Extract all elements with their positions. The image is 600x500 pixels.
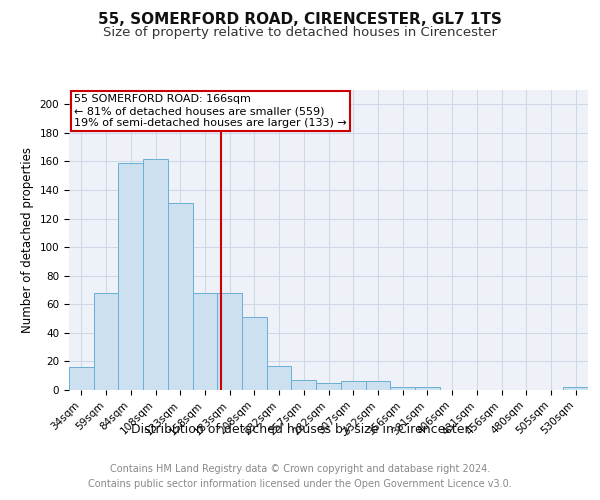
Y-axis label: Number of detached properties: Number of detached properties bbox=[21, 147, 34, 333]
Text: Contains public sector information licensed under the Open Government Licence v3: Contains public sector information licen… bbox=[88, 479, 512, 489]
Bar bbox=[316, 383, 341, 390]
Text: 55 SOMERFORD ROAD: 166sqm
← 81% of detached houses are smaller (559)
19% of semi: 55 SOMERFORD ROAD: 166sqm ← 81% of detac… bbox=[74, 94, 347, 128]
Text: Contains HM Land Registry data © Crown copyright and database right 2024.: Contains HM Land Registry data © Crown c… bbox=[110, 464, 490, 474]
Bar bbox=[365, 382, 390, 390]
Bar bbox=[118, 163, 143, 390]
Text: Size of property relative to detached houses in Cirencester: Size of property relative to detached ho… bbox=[103, 26, 497, 39]
Bar bbox=[292, 380, 316, 390]
Bar bbox=[143, 158, 168, 390]
Bar bbox=[563, 387, 588, 390]
Bar bbox=[390, 387, 415, 390]
Bar bbox=[341, 382, 365, 390]
Text: 55, SOMERFORD ROAD, CIRENCESTER, GL7 1TS: 55, SOMERFORD ROAD, CIRENCESTER, GL7 1TS bbox=[98, 12, 502, 28]
Bar bbox=[69, 367, 94, 390]
Bar bbox=[415, 387, 440, 390]
Bar bbox=[217, 293, 242, 390]
Text: Distribution of detached houses by size in Cirencester: Distribution of detached houses by size … bbox=[131, 422, 469, 436]
Bar bbox=[267, 366, 292, 390]
Bar bbox=[94, 293, 118, 390]
Bar bbox=[193, 293, 217, 390]
Bar bbox=[168, 203, 193, 390]
Bar bbox=[242, 317, 267, 390]
